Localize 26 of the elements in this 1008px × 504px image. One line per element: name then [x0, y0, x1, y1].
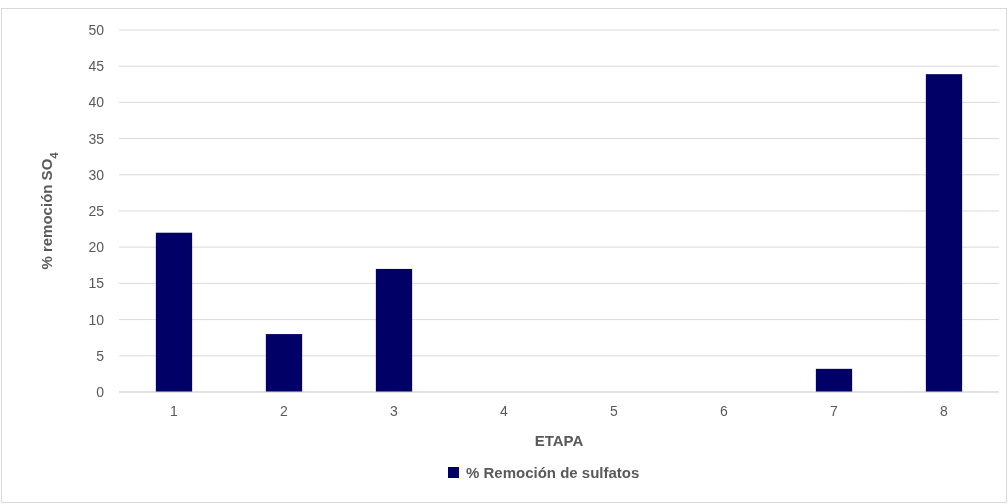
y-tick-label: 0 [96, 383, 105, 400]
x-tick-label: 4 [500, 403, 509, 419]
y-tick-label: 25 [88, 202, 105, 219]
y-tick-label: 5 [96, 347, 105, 364]
bar [375, 268, 413, 392]
x-tick-label: 7 [830, 403, 839, 419]
y-tick-label: 20 [88, 239, 105, 256]
x-tick-label: 6 [720, 403, 729, 419]
x-tick-label: 5 [610, 403, 619, 419]
bar [155, 232, 193, 392]
y-tick-label: 35 [88, 130, 105, 147]
y-tick-label: 30 [88, 166, 105, 183]
y-tick-label: 50 [88, 21, 105, 38]
y-tick-label: 40 [88, 94, 105, 111]
legend-label: % Remoción de sulfatos [466, 464, 640, 481]
y-tick-label: 10 [88, 311, 105, 328]
x-tick-label: 1 [170, 403, 179, 419]
y-tick-label: 45 [88, 58, 105, 75]
x-axis-title: ETAPA [534, 432, 584, 449]
bar [265, 334, 303, 392]
bar [925, 74, 963, 392]
bar [815, 368, 853, 392]
x-tick-label: 3 [390, 403, 399, 419]
x-tick-label: 2 [280, 403, 289, 419]
x-tick-label: 8 [940, 403, 949, 419]
y-tick-label: 15 [88, 275, 105, 292]
